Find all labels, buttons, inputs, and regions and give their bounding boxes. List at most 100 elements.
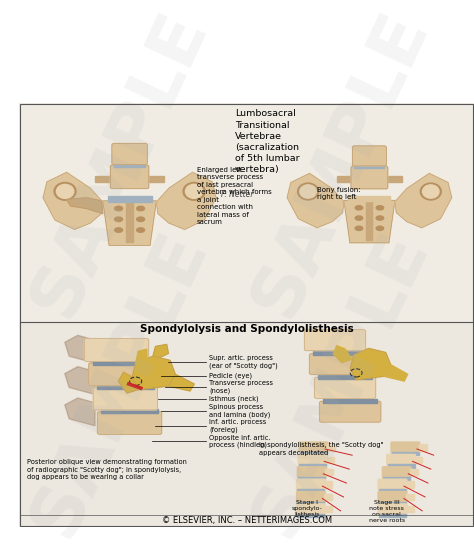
Ellipse shape [298, 183, 319, 200]
Ellipse shape [420, 183, 441, 200]
Bar [379, 489, 406, 492]
Text: Pedicle (eye): Pedicle (eye) [209, 373, 252, 379]
FancyBboxPatch shape [315, 378, 376, 398]
Ellipse shape [137, 206, 145, 211]
FancyBboxPatch shape [89, 363, 153, 386]
FancyBboxPatch shape [297, 504, 325, 515]
FancyBboxPatch shape [378, 492, 407, 503]
Polygon shape [333, 346, 352, 363]
Bar [406, 482, 413, 488]
Bar [337, 176, 353, 182]
Polygon shape [65, 367, 95, 395]
FancyBboxPatch shape [353, 146, 386, 166]
Bar [392, 452, 419, 455]
Bar [415, 456, 422, 463]
Text: © ELSEVIER, INC. – NETTERIMAGES.COM: © ELSEVIER, INC. – NETTERIMAGES.COM [162, 516, 332, 526]
Bar [298, 514, 324, 517]
Bar [419, 444, 427, 450]
Bar [101, 409, 158, 413]
Polygon shape [350, 349, 391, 380]
Ellipse shape [137, 228, 145, 232]
FancyBboxPatch shape [93, 387, 157, 410]
Ellipse shape [54, 182, 76, 200]
Text: Spinous process
and lamina (body): Spinous process and lamina (body) [209, 404, 271, 418]
Ellipse shape [115, 217, 122, 221]
Ellipse shape [300, 185, 316, 198]
Text: Opposite inf. artic.
process (hindleg): Opposite inf. artic. process (hindleg) [209, 435, 271, 448]
Text: Inf. artic. process
(foreleg): Inf. artic. process (foreleg) [209, 419, 266, 433]
Bar [300, 452, 327, 455]
FancyBboxPatch shape [319, 401, 381, 422]
Bar [326, 456, 334, 463]
Polygon shape [136, 349, 147, 364]
Bar [324, 506, 332, 512]
Polygon shape [384, 365, 408, 381]
Text: Stage III
note stress
on sacral
nerve roots: Stage III note stress on sacral nerve ro… [369, 500, 405, 523]
Polygon shape [65, 335, 95, 363]
Polygon shape [395, 173, 452, 228]
Polygon shape [118, 372, 138, 393]
Text: F. Netter: F. Netter [221, 190, 253, 199]
FancyBboxPatch shape [110, 165, 149, 189]
Bar [324, 482, 332, 488]
Text: SAMPLE: SAMPLE [240, 0, 441, 327]
Polygon shape [287, 173, 344, 228]
FancyBboxPatch shape [299, 442, 328, 453]
Ellipse shape [355, 216, 363, 220]
Bar [19, 103, 474, 322]
Bar [388, 465, 415, 467]
Ellipse shape [376, 216, 383, 220]
Polygon shape [65, 398, 95, 426]
Bar [92, 361, 149, 364]
Bar [299, 465, 326, 467]
FancyBboxPatch shape [387, 454, 416, 465]
Text: Supr. artic. process
(ear of "Scotty dog"): Supr. artic. process (ear of "Scotty dog… [209, 355, 278, 369]
Polygon shape [168, 374, 194, 391]
Ellipse shape [376, 226, 383, 230]
Polygon shape [344, 201, 395, 243]
Bar [383, 477, 410, 480]
Bar [127, 201, 133, 242]
Bar [379, 514, 406, 517]
Bar [298, 477, 325, 480]
Ellipse shape [137, 217, 145, 221]
Ellipse shape [422, 185, 439, 198]
Text: Stage I
spondylo-
listhesis: Stage I spondylo- listhesis [292, 500, 322, 517]
FancyBboxPatch shape [383, 467, 411, 478]
FancyBboxPatch shape [304, 330, 365, 351]
FancyBboxPatch shape [378, 479, 407, 490]
Bar [95, 175, 112, 182]
Bar [313, 351, 367, 355]
Text: Enlarged left
transverse process
of last presacral
vertebra which forms
a joint
: Enlarged left transverse process of last… [197, 167, 272, 225]
FancyBboxPatch shape [310, 353, 371, 374]
Bar [366, 201, 373, 240]
Text: Lumbosacral
Transitional
Vertebrae
(sacralization
of 5th lumbar
vertebra): Lumbosacral Transitional Vertebrae (sacr… [235, 110, 300, 174]
Text: SAMPLE: SAMPLE [19, 221, 220, 547]
Polygon shape [156, 172, 216, 230]
Bar [406, 506, 413, 512]
Bar [379, 501, 406, 505]
FancyBboxPatch shape [351, 167, 388, 189]
Bar [298, 501, 324, 505]
Bar [298, 489, 324, 492]
Bar [324, 494, 332, 500]
FancyBboxPatch shape [378, 504, 407, 515]
Text: SAMPLE: SAMPLE [19, 0, 220, 327]
Bar [108, 196, 152, 202]
Text: Posterior oblique view demonstrating formation
of radiographic "Scotty dog"; in : Posterior oblique view demonstrating for… [27, 459, 187, 480]
Ellipse shape [115, 228, 122, 232]
Bar [147, 175, 164, 182]
Bar [348, 196, 391, 201]
Text: Bony fusion:
right to left: Bony fusion: right to left [317, 187, 360, 201]
Ellipse shape [355, 206, 363, 210]
Bar [325, 469, 333, 475]
FancyBboxPatch shape [112, 144, 147, 164]
Ellipse shape [355, 226, 363, 230]
FancyBboxPatch shape [391, 442, 420, 453]
FancyBboxPatch shape [98, 412, 162, 435]
Text: Isthmus (neck): Isthmus (neck) [209, 396, 259, 402]
Bar [410, 469, 418, 475]
Bar [319, 375, 372, 379]
Polygon shape [153, 344, 168, 358]
Bar [386, 176, 402, 182]
